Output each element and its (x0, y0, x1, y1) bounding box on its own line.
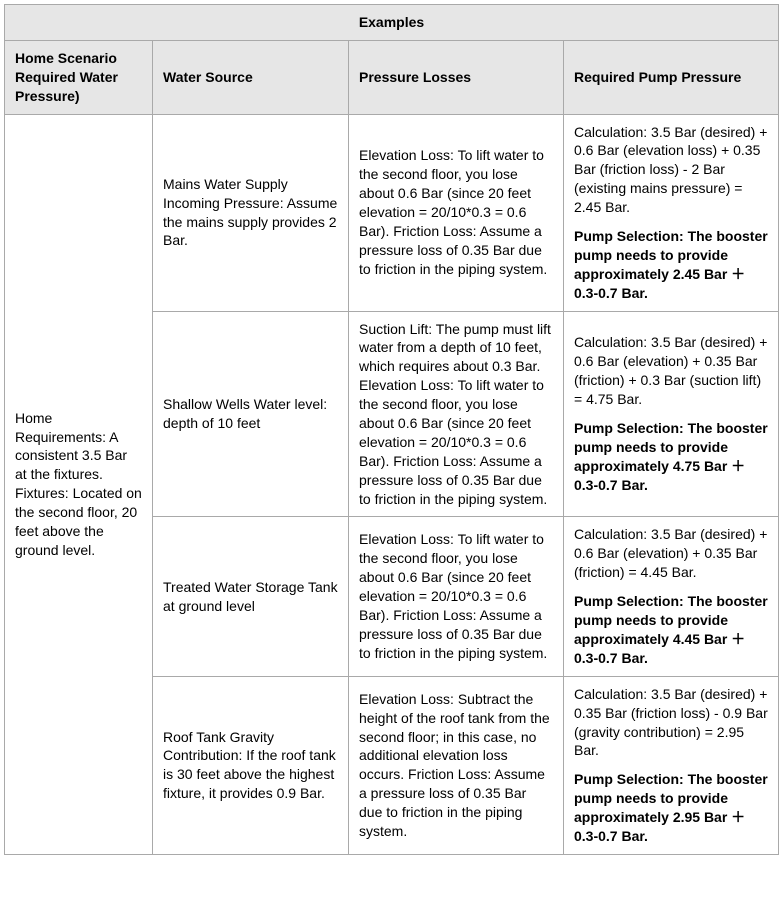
calc-text: Calculation: 3.5 Bar (desired) + 0.35 Ba… (574, 685, 768, 761)
required-cell: Calculation: 3.5 Bar (desired) + 0.6 Bar… (564, 311, 779, 517)
col-header-scenario: Home Scenario Required Water Pressure) (5, 40, 153, 114)
selection-text: Pump Selection: The booster pump needs t… (574, 770, 768, 846)
col-header-losses: Pressure Losses (349, 40, 564, 114)
col-header-required: Required Pump Pressure (564, 40, 779, 114)
losses-cell: Suction Lift: The pump must lift water f… (349, 311, 564, 517)
title-row: Examples (5, 5, 779, 41)
source-cell: Shallow Wells Water level: depth of 10 f… (153, 311, 349, 517)
required-cell: Calculation: 3.5 Bar (desired) + 0.6 Bar… (564, 517, 779, 676)
col-header-source: Water Source (153, 40, 349, 114)
selection-text: Pump Selection: The booster pump needs t… (574, 227, 768, 303)
header-row: Home Scenario Required Water Pressure) W… (5, 40, 779, 114)
required-cell: Calculation: 3.5 Bar (desired) + 0.6 Bar… (564, 114, 779, 311)
source-cell: Treated Water Storage Tank at ground lev… (153, 517, 349, 676)
source-cell: Roof Tank Gravity Contribution: If the r… (153, 676, 349, 854)
required-cell: Calculation: 3.5 Bar (desired) + 0.35 Ba… (564, 676, 779, 854)
examples-table: Examples Home Scenario Required Water Pr… (4, 4, 779, 855)
table-row: Home Requirements: A consistent 3.5 Bar … (5, 114, 779, 311)
calc-text: Calculation: 3.5 Bar (desired) + 0.6 Bar… (574, 333, 768, 409)
losses-cell: Elevation Loss: Subtract the height of t… (349, 676, 564, 854)
losses-cell: Elevation Loss: To lift water to the sec… (349, 517, 564, 676)
calc-text: Calculation: 3.5 Bar (desired) + 0.6 Bar… (574, 525, 768, 582)
source-cell: Mains Water Supply Incoming Pressure: As… (153, 114, 349, 311)
selection-text: Pump Selection: The booster pump needs t… (574, 592, 768, 668)
scenario-cell: Home Requirements: A consistent 3.5 Bar … (5, 114, 153, 854)
losses-cell: Elevation Loss: To lift water to the sec… (349, 114, 564, 311)
selection-text: Pump Selection: The booster pump needs t… (574, 419, 768, 495)
calc-text: Calculation: 3.5 Bar (desired) + 0.6 Bar… (574, 123, 768, 217)
table-title: Examples (5, 5, 779, 41)
